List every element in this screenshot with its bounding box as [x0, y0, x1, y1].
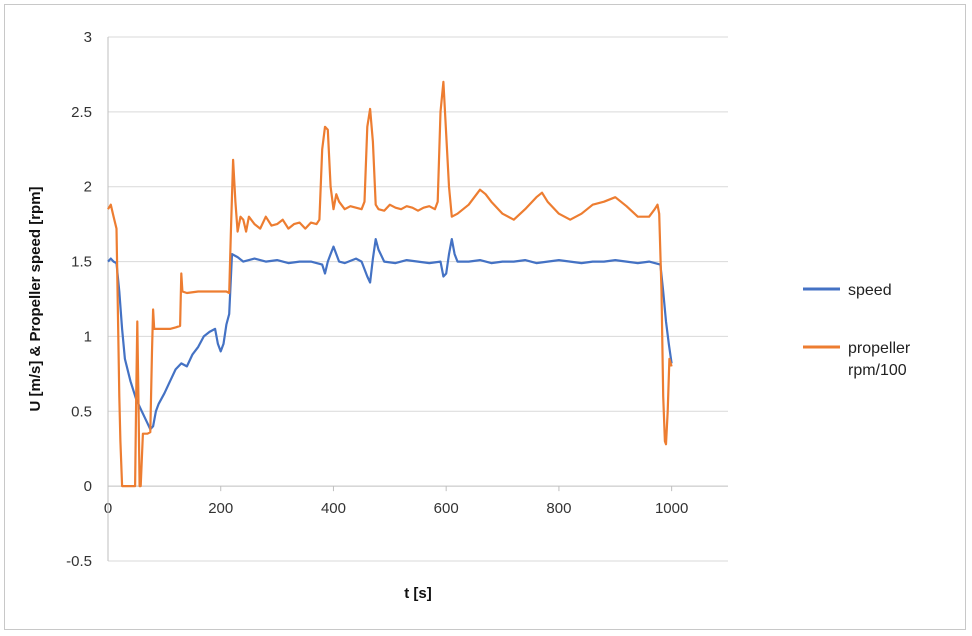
series-line-speed — [107, 238, 673, 431]
y-tick-label: 3 — [84, 29, 92, 46]
y-tick-label: 1 — [84, 328, 92, 345]
legend-label-propeller: propeller rpm/100 — [848, 340, 915, 379]
y-tick-label: 2 — [84, 179, 92, 196]
x-tick-label: 200 — [208, 500, 233, 517]
x-tick-labels: 0 200 400 600 800 1000 — [104, 500, 688, 517]
y-tick-labels: -0.5 0 0.5 1 1.5 2 2.5 3 — [66, 29, 92, 570]
y-tick-label: -0.5 — [66, 553, 92, 570]
legend: speed propeller rpm/100 — [803, 282, 915, 379]
series-lines — [107, 80, 673, 488]
legend-label-speed: speed — [848, 282, 892, 299]
axes — [107, 37, 728, 561]
chart-frame — [4, 4, 966, 630]
series-line-propeller — [107, 80, 673, 488]
y-tick-label: 2.5 — [71, 104, 92, 121]
gridlines — [108, 36, 728, 562]
legend-label-propeller-line1: propeller — [848, 340, 911, 357]
x-tick-label: 600 — [434, 500, 459, 517]
x-axis-label: t [s] — [404, 585, 432, 602]
x-tick-label: 1000 — [655, 500, 688, 517]
y-tick-label: 1.5 — [71, 254, 92, 271]
y-tick-label: 0.5 — [71, 403, 92, 420]
y-tick-label: 0 — [84, 478, 92, 495]
x-tick-label: 400 — [321, 500, 346, 517]
x-tick-label: 800 — [546, 500, 571, 517]
y-axis-label: U [m/s] & Propeller speed [rpm] — [27, 186, 44, 411]
legend-label-propeller-line2: rpm/100 — [848, 362, 907, 379]
